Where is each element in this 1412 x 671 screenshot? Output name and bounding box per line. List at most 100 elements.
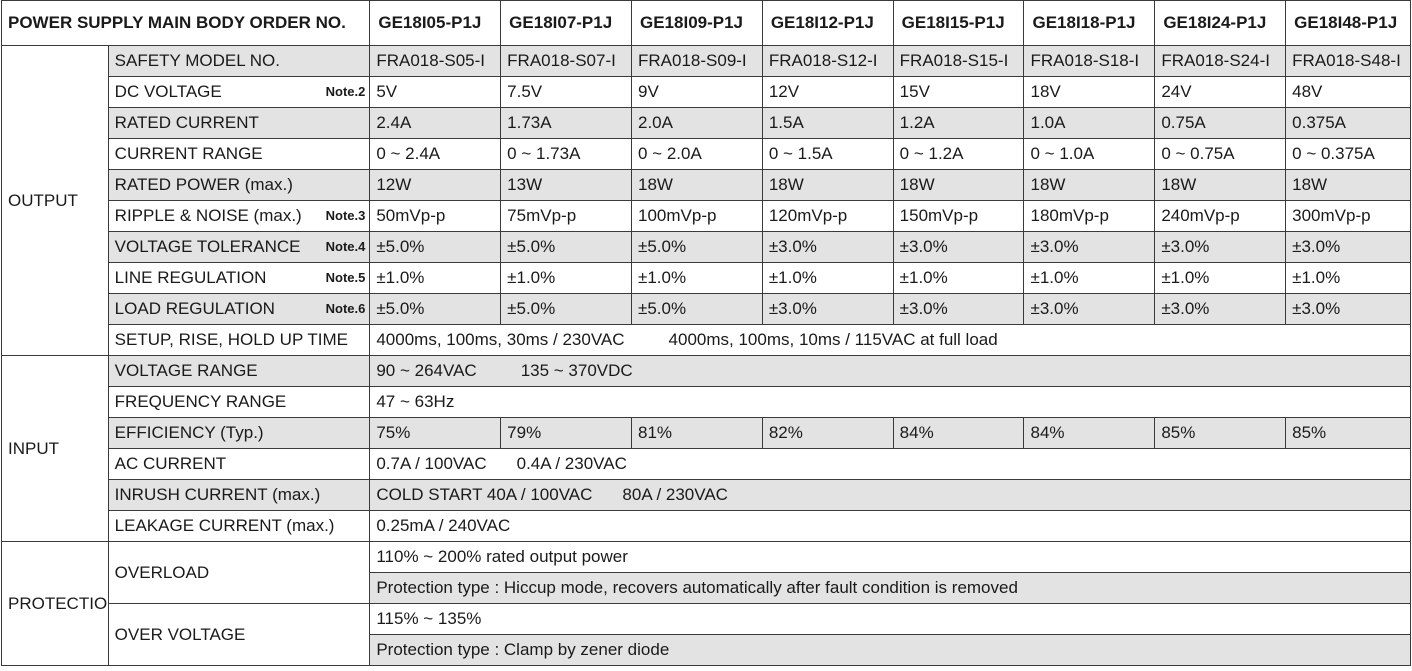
value-b: 135 ~ 370VDC bbox=[520, 361, 633, 380]
cell: 85% bbox=[1285, 417, 1411, 449]
row-frequency-range: FREQUENCY RANGE 47 ~ 63Hz bbox=[2, 386, 1411, 418]
cell: ±1.0% bbox=[1023, 262, 1156, 294]
row-rated-power: RATED POWER (max.) 12W 13W 18W 18W 18W 1… bbox=[2, 169, 1411, 201]
cell: ±1.0% bbox=[1285, 262, 1411, 294]
row-label: DC VOLTAGE Note.2 bbox=[107, 76, 371, 108]
model-header: GE18I24-P1J bbox=[1154, 0, 1287, 46]
cell: 48V bbox=[1285, 76, 1411, 108]
label-text: RATED CURRENT bbox=[114, 113, 259, 132]
cell: 75% bbox=[369, 417, 502, 449]
cell: 120mVp-p bbox=[761, 200, 894, 232]
row-ripple-noise: RIPPLE & NOISE (max.) Note.3 50mVp-p 75mV… bbox=[2, 200, 1411, 232]
row-overload-2: Protection type : Hiccup mode, recovers … bbox=[2, 572, 1411, 604]
model-header: GE18I09-P1J bbox=[631, 0, 763, 46]
category-input: INPUT bbox=[1, 355, 109, 542]
row-label: RATED POWER (max.) bbox=[107, 169, 371, 201]
row-label: OVERLOAD bbox=[107, 541, 371, 604]
cell: 1.2A bbox=[892, 107, 1025, 139]
cell: ±5.0% bbox=[500, 293, 632, 325]
cell: 0 ~ 0.375A bbox=[1285, 138, 1411, 170]
model-header: GE18I18-P1J bbox=[1023, 0, 1156, 46]
cell: ±5.0% bbox=[631, 293, 763, 325]
value-b: 0.4A / 230VAC bbox=[516, 454, 627, 473]
cell: 84% bbox=[892, 417, 1025, 449]
cell: 9V bbox=[631, 76, 763, 108]
merged-cell: 0.7A / 100VAC 0.4A / 230VAC bbox=[369, 448, 1411, 480]
note-ref: Note.3 bbox=[325, 208, 366, 223]
row-label: EFFICIENCY (Typ.) bbox=[107, 417, 371, 449]
cell: 2.4A bbox=[369, 107, 502, 139]
cell: ±5.0% bbox=[369, 293, 502, 325]
row-ac-current: AC CURRENT 0.7A / 100VAC 0.4A / 230VAC bbox=[2, 448, 1411, 480]
merged-cell: Protection type : Hiccup mode, recovers … bbox=[369, 572, 1411, 604]
merged-cell: COLD START 40A / 100VAC 80A / 230VAC bbox=[369, 479, 1411, 511]
label-text: OVERLOAD bbox=[114, 562, 210, 582]
label-text: LEAKAGE CURRENT (max.) bbox=[114, 516, 335, 535]
label-text: LINE REGULATION bbox=[114, 268, 267, 287]
merged-cell: 115% ~ 135% bbox=[369, 603, 1411, 635]
row-efficiency: EFFICIENCY (Typ.) 75% 79% 81% 82% 84% 84… bbox=[2, 417, 1411, 449]
label-text: LOAD REGULATION bbox=[114, 299, 275, 318]
cell: 18V bbox=[1023, 76, 1156, 108]
merged-cell: 90 ~ 264VAC 135 ~ 370VDC bbox=[369, 355, 1411, 387]
row-over-voltage-1: OVER VOLTAGE 115% ~ 135% bbox=[2, 603, 1411, 666]
cell: 18W bbox=[761, 169, 894, 201]
cell: 82% bbox=[761, 417, 894, 449]
cell: 18W bbox=[1023, 169, 1156, 201]
label-text: SETUP, RISE, HOLD UP TIME bbox=[114, 330, 349, 349]
cell: 15V bbox=[892, 76, 1025, 108]
row-over-voltage-2: Protection type : Clamp by zener diode bbox=[2, 634, 1411, 666]
row-label: RATED CURRENT bbox=[107, 107, 371, 139]
cell: 0.375A bbox=[1285, 107, 1411, 139]
cell: ±5.0% bbox=[631, 231, 763, 263]
cell: ±3.0% bbox=[761, 231, 894, 263]
cell: ±1.0% bbox=[892, 262, 1025, 294]
cell: ±1.0% bbox=[631, 262, 763, 294]
cell: ±1.0% bbox=[761, 262, 894, 294]
row-label: VOLTAGE TOLERANCE Note.4 bbox=[107, 231, 371, 263]
cell: ±3.0% bbox=[1023, 293, 1156, 325]
cell: ±3.0% bbox=[1154, 293, 1287, 325]
cell: 12V bbox=[761, 76, 894, 108]
value-a: COLD START 40A / 100VAC bbox=[376, 485, 593, 504]
cell: 0 ~ 0.75A bbox=[1154, 138, 1287, 170]
cell: FRA018-S09-I bbox=[631, 45, 763, 77]
category-protection: PROTECTION bbox=[1, 541, 109, 666]
cell: 79% bbox=[500, 417, 632, 449]
cell: 0.75A bbox=[1154, 107, 1287, 139]
cell: FRA018-S18-I bbox=[1023, 45, 1156, 77]
row-leakage-current: LEAKAGE CURRENT (max.) 0.25mA / 240VAC bbox=[2, 510, 1411, 542]
header-row: POWER SUPPLY MAIN BODY ORDER NO. GE18I05… bbox=[0, 0, 1411, 46]
cell: 7.5V bbox=[500, 76, 632, 108]
row-current-range: CURRENT RANGE 0 ~ 2.4A 0 ~ 1.73A 0 ~ 2.0… bbox=[2, 138, 1411, 170]
model-header: GE18I15-P1J bbox=[892, 0, 1025, 46]
label-text: AC CURRENT bbox=[114, 454, 227, 473]
cell: 24V bbox=[1154, 76, 1287, 108]
cell: 50mVp-p bbox=[369, 200, 502, 232]
cell: 150mVp-p bbox=[892, 200, 1025, 232]
cell: 18W bbox=[1285, 169, 1411, 201]
label-text: SAFETY MODEL NO. bbox=[114, 51, 280, 70]
label-text: VOLTAGE TOLERANCE bbox=[114, 237, 301, 256]
cell: 240mVp-p bbox=[1154, 200, 1287, 232]
value-b: 4000ms, 100ms, 10ms / 115VAC at full loa… bbox=[668, 330, 998, 349]
row-label: FREQUENCY RANGE bbox=[107, 386, 371, 418]
merged-cell: Protection type : Clamp by zener diode bbox=[369, 634, 1411, 666]
cell: ±3.0% bbox=[1154, 231, 1287, 263]
value-a: 4000ms, 100ms, 30ms / 230VAC bbox=[376, 330, 625, 349]
row-label: INRUSH CURRENT (max.) bbox=[107, 479, 371, 511]
row-label: SETUP, RISE, HOLD UP TIME bbox=[107, 324, 371, 356]
merged-cell: 4000ms, 100ms, 30ms / 230VAC 4000ms, 100m… bbox=[369, 324, 1411, 356]
cell: ±3.0% bbox=[1285, 231, 1411, 263]
row-safety-model: OUTPUT SAFETY MODEL NO. FRA018-S05-I FRA… bbox=[1, 45, 1411, 356]
cell: 1.73A bbox=[500, 107, 632, 139]
note-ref: Note.2 bbox=[325, 84, 366, 99]
cell: 12W bbox=[369, 169, 502, 201]
label-text: EFFICIENCY (Typ.) bbox=[114, 423, 264, 442]
note-ref: Note.6 bbox=[325, 301, 366, 316]
cell: 84% bbox=[1023, 417, 1156, 449]
merged-cell: 0.25mA / 240VAC bbox=[369, 510, 1411, 542]
note-ref: Note.4 bbox=[325, 239, 366, 254]
row-inrush-current: INRUSH CURRENT (max.) COLD START 40A / 1… bbox=[2, 479, 1411, 511]
